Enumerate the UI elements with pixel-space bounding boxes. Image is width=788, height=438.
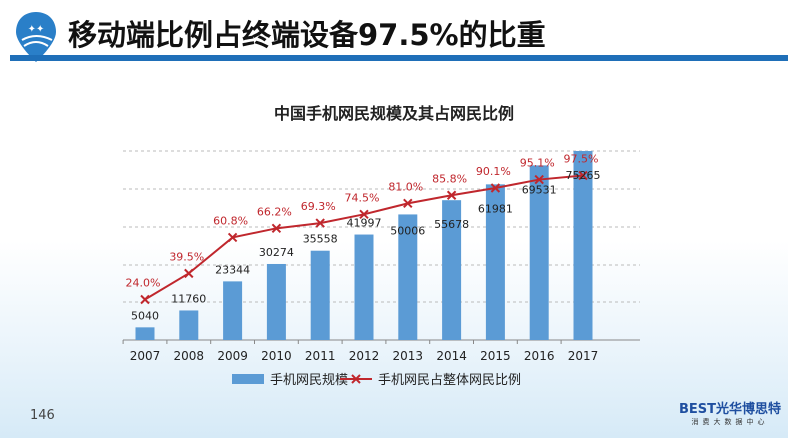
title-divider xyxy=(10,55,788,61)
bar xyxy=(179,310,199,340)
bar xyxy=(354,234,374,340)
bar-data-label: 11760 xyxy=(171,292,206,305)
line-marker xyxy=(490,183,501,193)
legend-bar-label: 手机网民规模 xyxy=(270,373,348,388)
svg-text:✦✦: ✦✦ xyxy=(28,24,45,35)
page-number: 146 xyxy=(30,408,55,423)
brand-logo: BEST光华博思特 消费大数据中心 xyxy=(675,398,785,427)
line-data-label: 66.2% xyxy=(257,205,292,218)
line-marker xyxy=(403,198,413,209)
x-tick-label: 2014 xyxy=(436,349,467,363)
line-data-label: 85.8% xyxy=(432,172,467,185)
line-marker xyxy=(271,223,282,234)
legend-line-label: 手机网民占整体网民比例 xyxy=(378,373,521,388)
line-marker xyxy=(534,174,544,185)
x-tick-label: 2007 xyxy=(130,349,161,363)
bar xyxy=(266,263,286,340)
bar xyxy=(442,200,462,340)
legend-bar-swatch xyxy=(232,374,264,384)
line-data-label: 39.5% xyxy=(169,250,204,263)
bar xyxy=(135,327,155,340)
line-data-label: 60.8% xyxy=(213,214,248,227)
page-title: 移动端比例占终端设备97.5%的比重 xyxy=(68,18,546,52)
x-tick-label: 2011 xyxy=(305,349,336,363)
bar-data-label: 35558 xyxy=(303,233,338,246)
line-data-label: 95.1% xyxy=(520,157,555,170)
bar-data-label: 69531 xyxy=(522,183,557,196)
bar xyxy=(223,281,243,340)
legend-line-marker xyxy=(351,374,361,384)
bar xyxy=(310,250,330,340)
bar xyxy=(573,151,593,340)
line-marker xyxy=(184,268,194,279)
line-data-label: 90.1% xyxy=(476,165,511,178)
line-data-label: 81.0% xyxy=(388,180,423,193)
bar-data-label: 55678 xyxy=(434,218,469,231)
x-tick-label: 2016 xyxy=(524,349,555,363)
x-tick-label: 2010 xyxy=(261,349,292,363)
bar-data-label: 61981 xyxy=(478,202,513,215)
line-data-label: 24.0% xyxy=(126,277,161,290)
bar-data-label: 41997 xyxy=(347,217,382,230)
line-marker xyxy=(446,190,457,200)
brand-subtitle: 消费大数据中心 xyxy=(691,418,769,426)
line-marker xyxy=(315,218,325,228)
bar xyxy=(398,214,418,340)
x-tick-label: 2008 xyxy=(174,349,205,363)
line-marker xyxy=(140,294,150,305)
brand-name: BEST光华博思特 xyxy=(678,402,782,417)
bar-data-label: 75265 xyxy=(566,169,601,182)
line-marker xyxy=(359,209,369,220)
line-marker xyxy=(227,232,238,243)
x-tick-label: 2017 xyxy=(568,349,599,363)
bar-data-label: 5040 xyxy=(131,309,159,322)
chart-title: 中国手机网民规模及其占网民比例 xyxy=(273,104,514,123)
bar xyxy=(485,184,505,340)
x-tick-label: 2009 xyxy=(217,349,248,363)
line-data-label: 74.5% xyxy=(345,191,380,204)
brand-pin-icon: ✦✦ xyxy=(16,12,56,62)
line-data-label: 69.3% xyxy=(301,200,336,213)
line-marker xyxy=(578,170,588,181)
x-tick-label: 2013 xyxy=(393,349,424,363)
bar-data-label: 50006 xyxy=(390,224,425,237)
x-tick-label: 2012 xyxy=(349,349,380,363)
line-data-label: 97.5% xyxy=(564,153,599,166)
x-tick-label: 2015 xyxy=(480,349,511,363)
bar xyxy=(529,165,549,340)
bar-data-label: 30274 xyxy=(259,246,294,259)
bar-data-label: 23344 xyxy=(215,263,250,276)
